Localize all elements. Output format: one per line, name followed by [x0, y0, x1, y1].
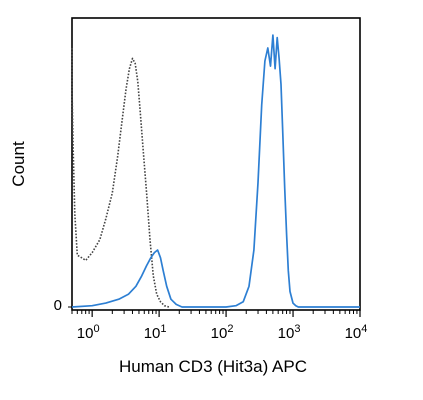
plot-frame [71, 17, 361, 311]
x-tick-label-2: 102 [211, 323, 234, 342]
x-tick-label-1: 101 [144, 323, 167, 342]
tick-layer [68, 306, 361, 317]
series-line-1 [71, 48, 170, 308]
y-tick-label-0: 0 [54, 297, 62, 314]
y-axis-label: Count [9, 141, 28, 187]
x-tick-label-3: 103 [278, 323, 301, 342]
x-tick-label-0: 100 [77, 323, 100, 342]
series-layer [71, 34, 360, 308]
series-line-2 [71, 34, 360, 308]
x-tick-label-4: 104 [345, 323, 368, 342]
x-axis-label: Human CD3 (Hit3a) APC [119, 357, 307, 376]
label-layer: 100 101 102 103 104 0 [54, 297, 368, 342]
